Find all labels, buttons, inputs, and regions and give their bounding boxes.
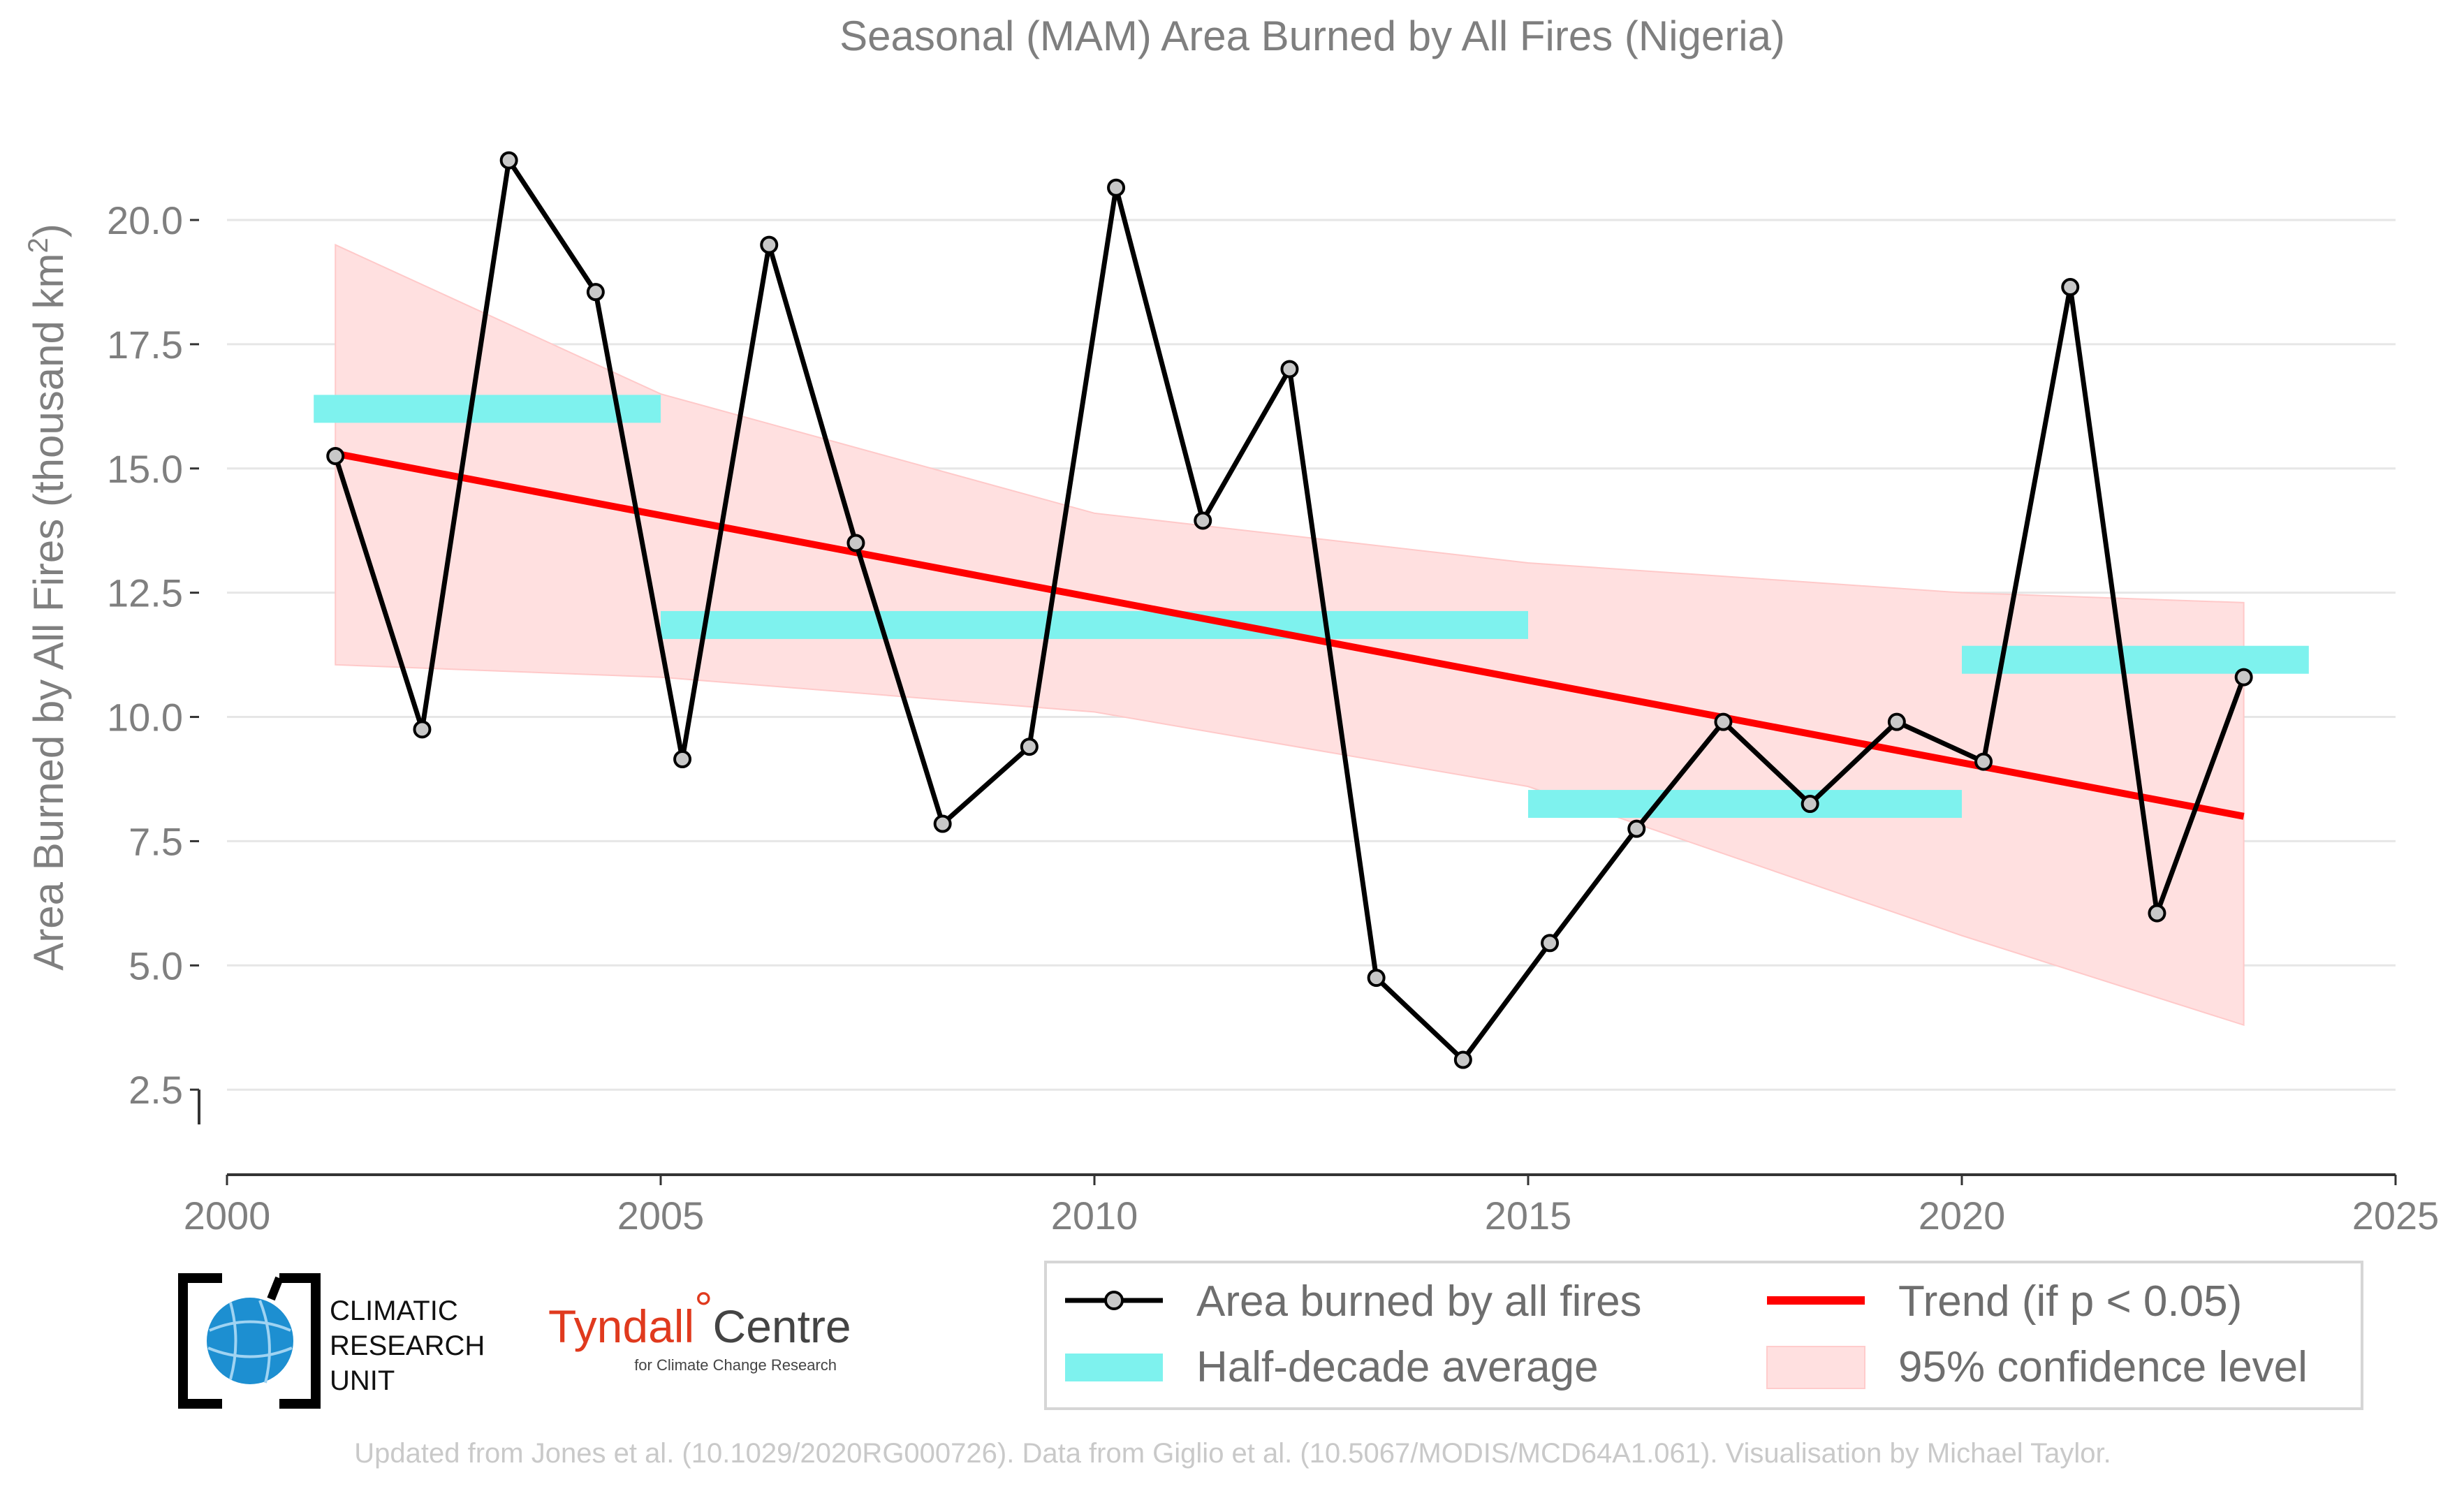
- legend-item-area-burned: Area burned by all fires: [1065, 1277, 1642, 1326]
- data-point: [413, 720, 432, 739]
- half-decade-bar: [314, 395, 661, 423]
- half-decade-bar: [1962, 645, 2309, 674]
- y-axis-label: Area Burned by All Fires (thousand km2): [23, 223, 72, 970]
- legend-marker-swatch: [1104, 1291, 1124, 1310]
- data-point: [1801, 795, 1819, 814]
- trend-layer: [335, 450, 2245, 820]
- cru-logo-text-line1: CLIMATIC: [330, 1296, 458, 1326]
- legend-item-trend: Trend (if p < 0.05): [1767, 1277, 2242, 1326]
- x-tick-label: 2000: [184, 1194, 271, 1238]
- tyndall-logo: Tyndall°Centre for Climate Change Resear…: [548, 1282, 851, 1374]
- globe-icon-lines: [207, 1300, 293, 1384]
- cru-logo-notch: [267, 1276, 284, 1301]
- x-tick-label: 2010: [1051, 1194, 1138, 1238]
- legend-label: Area burned by all fires: [1196, 1277, 1642, 1326]
- y-axis-label-superscript: 2: [23, 237, 54, 253]
- chart-title: Seasonal (MAM) Area Burned by All Fires …: [839, 13, 1785, 59]
- legend-item-half-decade: Half-decade average: [1065, 1343, 1599, 1391]
- data-point: [1541, 934, 1560, 953]
- data-point: [1107, 178, 1126, 197]
- data-point: [933, 814, 952, 833]
- legend-half-decade-swatch: [1065, 1354, 1163, 1381]
- cru-logo-text-line2: RESEARCH: [330, 1330, 485, 1361]
- half-decade-layer: [314, 395, 2309, 819]
- x-tick-label: 2025: [2352, 1194, 2440, 1238]
- y-tick-label: 7.5: [129, 819, 183, 863]
- cru-logo-text-line3: UNIT: [330, 1365, 395, 1396]
- x-tick-label: 2015: [1485, 1194, 1572, 1238]
- data-point: [1714, 712, 1733, 731]
- cru-logo-bracket-left: [178, 1273, 222, 1409]
- y-tick-label: 12.5: [107, 571, 183, 615]
- cru-logo: CLIMATIC RESEARCH UNIT: [178, 1273, 485, 1409]
- globe-icon: [207, 1298, 293, 1384]
- data-point: [1280, 360, 1299, 379]
- data-point: [846, 534, 865, 552]
- legend-label: 95% confidence level: [1898, 1343, 2308, 1391]
- data-point: [2148, 904, 2166, 923]
- data-point: [673, 750, 692, 769]
- data-point: [1974, 752, 1993, 771]
- half-decade-bar: [1528, 790, 1962, 819]
- x-tick-label: 2020: [1919, 1194, 2006, 1238]
- footer-credits: Updated from Jones et al. (10.1029/2020R…: [354, 1438, 2111, 1469]
- data-point: [2061, 278, 2080, 297]
- half-decade-bar: [661, 610, 1528, 639]
- y-tick-label: 17.5: [107, 323, 183, 367]
- legend-confidence-swatch: [1766, 1346, 1865, 1389]
- y-tick-label: 15.0: [107, 447, 183, 491]
- data-point: [1627, 819, 1646, 838]
- data-point: [586, 283, 605, 302]
- data-point: [2234, 668, 2253, 687]
- legend-item-confidence: 95% confidence level: [1766, 1343, 2308, 1391]
- legend-frame: [1044, 1261, 2363, 1410]
- x-tick-label: 2005: [617, 1194, 705, 1238]
- data-point: [1887, 712, 1906, 731]
- legend-label: Trend (if p < 0.05): [1898, 1277, 2242, 1326]
- tyndall-logo-text: Tyndall°Centre: [548, 1282, 851, 1352]
- trend-line: [335, 450, 2245, 820]
- y-tick-label: 10.0: [107, 696, 183, 740]
- legend-label: Half-decade average: [1196, 1343, 1599, 1391]
- y-tick-label: 2.5: [129, 1068, 183, 1112]
- data-point: [499, 151, 518, 170]
- data-point: [760, 235, 779, 254]
- series-layer: [326, 151, 2253, 1069]
- data-point: [326, 446, 345, 465]
- axes: 2.5 5.0 7.5 10.0 12.5 15.0 17.5 20.0 2000 2005 201…: [107, 198, 2439, 1238]
- tyndall-logo-subtitle: for Climate Change Research: [634, 1356, 837, 1374]
- data-point: [1194, 511, 1212, 530]
- data-point: [1453, 1050, 1472, 1069]
- legend: Area burned by all fires Trend (if p < 0…: [1044, 1261, 2363, 1410]
- y-tick-label: 5.0: [129, 944, 183, 988]
- data-point: [1367, 969, 1386, 988]
- cru-logo-bracket-right: [279, 1273, 321, 1409]
- data-point: [1020, 738, 1039, 756]
- y-tick-label: 20.0: [107, 198, 183, 242]
